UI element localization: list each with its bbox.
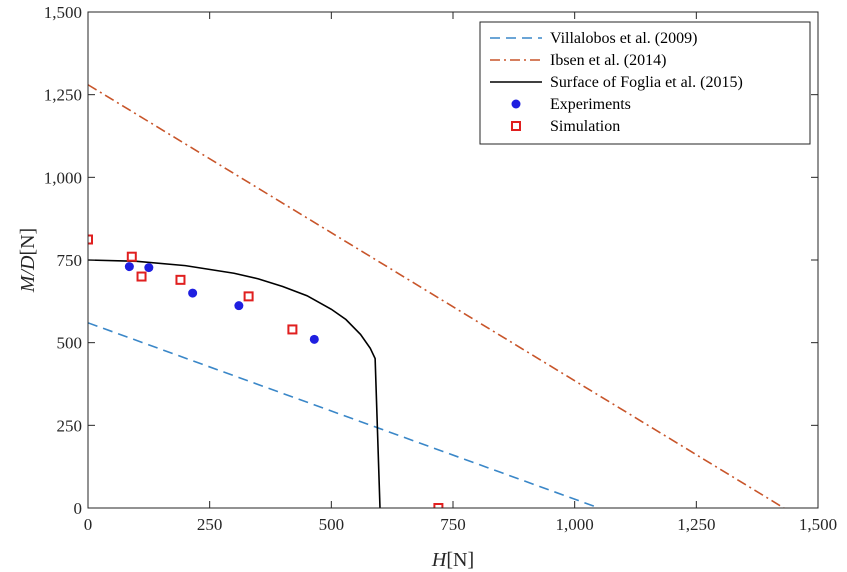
y-tick-label: 250 xyxy=(57,416,83,435)
simulation-point xyxy=(176,276,184,284)
series-villalobos-et-al-2009-line xyxy=(88,323,599,508)
x-tick-label: 1,250 xyxy=(677,515,715,534)
legend-label-villalobos-et-al-2009: Villalobos et al. (2009) xyxy=(550,30,697,47)
legend-label-ibsen-et-al-2014: Ibsen et al. (2014) xyxy=(550,52,666,69)
plot-content xyxy=(84,85,784,512)
y-tick-label: 1,000 xyxy=(44,168,82,187)
experiment-point xyxy=(144,263,153,272)
legend-label-experiments: Experiments xyxy=(550,96,631,113)
y-tick-label: 0 xyxy=(74,499,83,518)
y-tick-label: 750 xyxy=(57,251,83,270)
x-tick-label: 1,500 xyxy=(799,515,837,534)
experiment-point xyxy=(125,262,134,271)
simulation-point xyxy=(128,253,136,261)
y-tick-label: 500 xyxy=(57,334,83,353)
x-tick-label: 0 xyxy=(84,515,93,534)
legend-swatch-experiments xyxy=(512,100,521,109)
x-tick-label: 750 xyxy=(440,515,466,534)
x-tick-label: 500 xyxy=(319,515,345,534)
experiment-point xyxy=(234,301,243,310)
series-surface-of-foglia-et-al-2015-line xyxy=(88,260,380,508)
y-axis-label: M/D[N] xyxy=(17,228,39,293)
plot-area xyxy=(84,85,784,512)
legend-label-surface-of-foglia-et-al-2015: Surface of Foglia et al. (2015) xyxy=(550,74,743,91)
experiment-point xyxy=(310,335,319,344)
legend-label-simulation: Simulation xyxy=(550,118,620,135)
x-tick-label: 250 xyxy=(197,515,223,534)
legend: Villalobos et al. (2009) Ibsen et al. (20… xyxy=(480,22,810,144)
experiment-point xyxy=(188,289,197,298)
simulation-point xyxy=(138,273,146,281)
simulation-point xyxy=(288,325,296,333)
y-tick-label: 1,500 xyxy=(44,3,82,22)
simulation-point xyxy=(245,292,253,300)
x-tick-label: 1,000 xyxy=(556,515,594,534)
x-axis-label: H[N] xyxy=(431,549,474,571)
y-tick-label: 1,250 xyxy=(44,86,82,105)
